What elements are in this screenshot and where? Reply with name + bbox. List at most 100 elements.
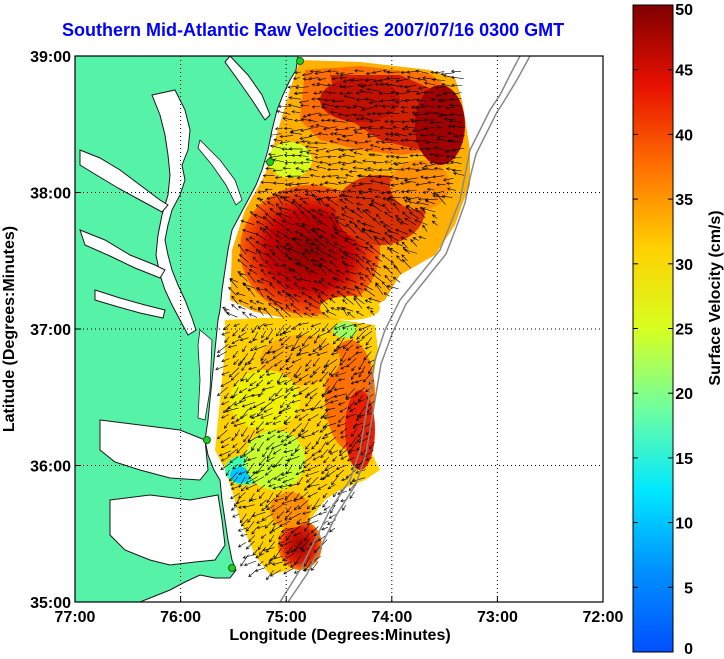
velocity-arrow (415, 207, 426, 219)
velocity-arrow (293, 293, 302, 298)
velocity-arrow (288, 268, 293, 274)
velocity-arrow (349, 78, 364, 83)
velocity-arrow (311, 380, 318, 385)
velocity-arrow (322, 414, 329, 418)
velocity-arrow (312, 366, 321, 374)
velocity-arrow (331, 76, 339, 81)
velocity-arrow (359, 283, 373, 291)
velocity-arrow (425, 140, 438, 145)
velocity-arrow (243, 435, 250, 443)
velocity-arrow (283, 568, 294, 575)
velocity-arrow (265, 166, 275, 171)
velocity-arrow (225, 311, 238, 318)
velocity-arrow (320, 118, 330, 123)
velocity-arrow (242, 345, 247, 353)
velocity-arrow (298, 154, 309, 158)
velocity-arrow (323, 415, 336, 420)
velocity-arrow (347, 449, 356, 453)
velocity-arrow (240, 518, 249, 527)
colorbar-tick-label: 50 (675, 2, 693, 19)
velocity-arrow (320, 277, 327, 284)
velocity-arrow (237, 463, 249, 468)
velocity-arrow (301, 408, 312, 412)
velocity-arrow (321, 174, 329, 179)
velocity-arrow (318, 343, 330, 351)
velocity-arrow (324, 98, 336, 102)
velocity-arrow (315, 148, 327, 152)
velocity-arrow (346, 91, 354, 95)
velocity-arrow (287, 174, 301, 178)
velocity-arrow (266, 541, 276, 553)
velocity-arrow (311, 442, 319, 450)
velocity-arrow (367, 359, 375, 364)
velocity-arrow (291, 237, 302, 247)
velocity-arrow (236, 442, 247, 454)
velocity-arrow (332, 338, 339, 345)
velocity-arrow (295, 222, 302, 228)
velocity-arrow (325, 148, 339, 153)
velocity-arrow (318, 263, 328, 269)
velocity-arrow (319, 428, 327, 433)
velocity-arrow (311, 430, 320, 435)
velocity-arrow (335, 176, 347, 180)
velocity-arrow (415, 168, 429, 173)
velocity-arrow (287, 483, 300, 488)
velocity-arrow (307, 513, 319, 521)
velocity-arrow (410, 105, 419, 109)
velocity-arrow (408, 147, 417, 151)
velocity-arrow (308, 133, 321, 138)
velocity-arrow (228, 286, 237, 296)
velocity-arrow (249, 413, 256, 418)
velocity-arrow (221, 414, 230, 419)
velocity-arrow (293, 275, 301, 283)
velocity-arrow (274, 263, 285, 267)
velocity-arrow (310, 407, 320, 411)
velocity-arrow (451, 83, 463, 87)
velocity-arrow (325, 437, 336, 445)
velocity-arrow (415, 69, 429, 74)
velocity-arrow (310, 183, 318, 187)
velocity-arrow (384, 231, 393, 241)
velocity-arrow (279, 365, 285, 371)
velocity-arrow (324, 465, 336, 471)
velocity-arrow (295, 373, 302, 379)
velocity-arrow (316, 332, 328, 338)
velocity-arrow (384, 119, 392, 124)
velocity-arrow (381, 140, 393, 145)
velocity-arrow (420, 103, 435, 108)
velocity-arrow (318, 197, 327, 207)
velocity-arrow (266, 201, 275, 207)
velocity-arrow (215, 365, 228, 371)
velocity-arrow (248, 338, 258, 344)
velocity-arrow (256, 379, 264, 387)
velocity-arrow (292, 393, 303, 398)
velocity-arrow (342, 338, 354, 350)
velocity-arrow (342, 299, 348, 305)
velocity-arrow (314, 155, 329, 159)
velocity-arrow (305, 266, 311, 275)
velocity-arrow (324, 430, 337, 437)
velocity-arrow (307, 118, 318, 123)
velocity-arrow (446, 139, 456, 143)
velocity-arrow (306, 387, 318, 396)
velocity-arrow (310, 259, 320, 263)
velocity-arrow (318, 264, 327, 276)
velocity-arrow (307, 210, 319, 220)
velocity-arrow (410, 119, 426, 124)
velocity-arrow (406, 205, 419, 213)
velocity-arrow (332, 491, 338, 498)
velocity-arrow (261, 358, 267, 365)
velocity-arrow (341, 134, 354, 138)
velocity-arrow (280, 401, 285, 409)
velocity-arrow (271, 525, 283, 532)
velocity-arrow (305, 442, 311, 450)
velocity-arrow (231, 434, 238, 441)
velocity-arrow (310, 209, 320, 214)
velocity-arrow (294, 230, 302, 235)
velocity-arrow (298, 204, 310, 213)
velocity-arrow (362, 209, 374, 220)
velocity-arrow (237, 332, 247, 338)
velocity-arrow (374, 256, 383, 262)
velocity-arrow (220, 457, 229, 462)
